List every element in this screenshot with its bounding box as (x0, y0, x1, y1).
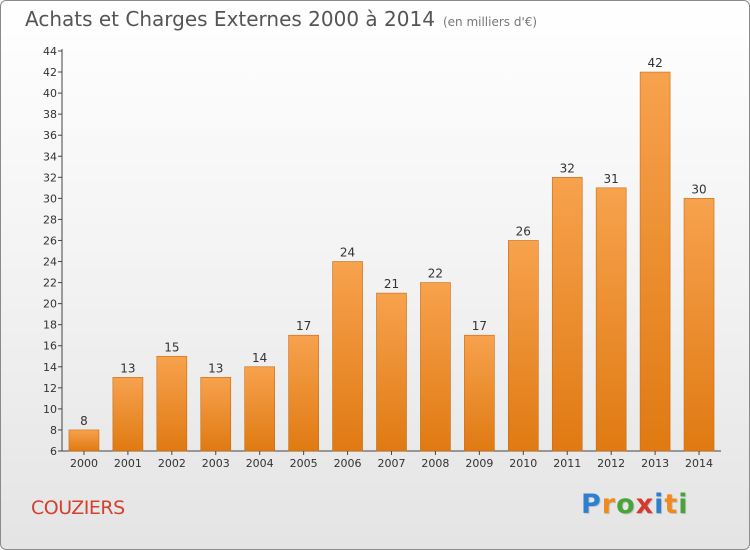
y-tick-label: 8 (50, 424, 57, 437)
x-tick-label: 2012 (597, 457, 625, 470)
data-label: 21 (384, 277, 399, 291)
logo-letter: x (635, 489, 655, 520)
bar (244, 366, 275, 452)
y-tick-label: 42 (43, 66, 57, 79)
y-tick-label: 38 (43, 108, 57, 121)
bar (551, 177, 583, 452)
y-tick-label: 22 (43, 277, 57, 290)
y-tick-label: 14 (43, 361, 57, 374)
bar (507, 240, 539, 452)
x-tick-label: 2006 (334, 457, 362, 470)
bar (464, 334, 495, 452)
logo-letter: i (654, 489, 665, 520)
proxiti-logo: Proxiti (581, 489, 689, 520)
logo-letter: i (678, 489, 689, 520)
y-tick-label: 40 (43, 87, 57, 100)
bar (420, 282, 451, 452)
x-tick-label: 2010 (509, 457, 537, 470)
bar (639, 71, 671, 452)
data-label: 31 (604, 172, 619, 186)
bar (288, 334, 319, 452)
data-label: 22 (428, 267, 443, 281)
chart-title: Achats et Charges Externes 2000 à 2014 (e… (25, 7, 537, 31)
data-label: 32 (560, 161, 575, 175)
logo-letter: r (601, 489, 617, 520)
y-tick-label: 18 (43, 319, 57, 332)
title-text: Achats et Charges Externes 2000 à 2014 (25, 7, 435, 31)
data-label: 15 (164, 340, 179, 354)
bar (156, 355, 188, 452)
bar (68, 429, 100, 452)
y-tick-label: 26 (43, 234, 57, 247)
commune-name: COUZIERS (31, 497, 125, 519)
y-tick-label: 28 (43, 213, 57, 226)
x-tick-label: 2000 (70, 457, 98, 470)
y-tick-label: 16 (43, 340, 57, 353)
bar (683, 198, 715, 452)
x-tick-label: 2014 (685, 457, 713, 470)
bar (595, 187, 627, 452)
x-tick-label: 2013 (641, 457, 669, 470)
data-label: 24 (340, 246, 355, 260)
x-tick-label: 2003 (202, 457, 230, 470)
x-tick-label: 2004 (246, 457, 274, 470)
y-tick-label: 34 (43, 150, 57, 163)
x-tick-label: 2008 (421, 457, 449, 470)
x-tick-label: 2009 (465, 457, 493, 470)
x-tick-label: 2001 (114, 457, 142, 470)
x-tick-label: 2005 (290, 457, 318, 470)
x-tick-label: 2007 (378, 457, 406, 470)
data-label: 17 (296, 319, 311, 333)
bar (376, 292, 407, 452)
y-tick-label: 44 (43, 45, 57, 58)
data-label: 8 (80, 414, 88, 428)
chart-subtitle: (en milliers d'€) (442, 15, 538, 29)
logo-letter: o (616, 489, 636, 520)
y-tick-label: 36 (43, 129, 57, 142)
logo-letter: t (664, 489, 679, 520)
bar (332, 261, 363, 452)
data-label: 14 (252, 351, 267, 365)
logo-letter: P (581, 489, 602, 520)
bar (200, 377, 232, 452)
y-tick-label: 30 (43, 192, 57, 205)
data-label: 30 (691, 182, 706, 196)
data-label: 42 (647, 56, 662, 70)
data-label: 17 (472, 319, 487, 333)
data-label: 13 (208, 361, 223, 375)
x-tick-label: 2002 (158, 457, 186, 470)
y-tick-label: 32 (43, 171, 57, 184)
y-tick-label: 6 (50, 445, 57, 458)
y-tick-label: 12 (43, 382, 57, 395)
y-tick-label: 20 (43, 298, 57, 311)
y-tick-label: 10 (43, 403, 57, 416)
y-tick-label: 24 (43, 256, 57, 269)
data-label: 13 (120, 361, 135, 375)
x-tick-label: 2011 (553, 457, 581, 470)
data-label: 26 (516, 224, 531, 238)
bar (112, 377, 144, 452)
